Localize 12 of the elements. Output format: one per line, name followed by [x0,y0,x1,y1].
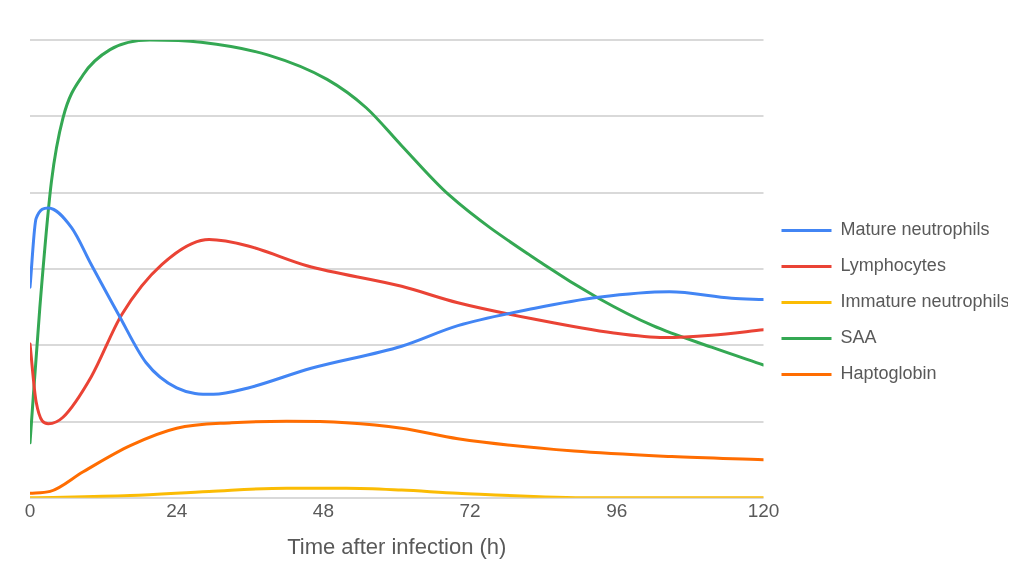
legend-label: SAA [840,327,877,348]
x-tick-label: 48 [312,500,334,522]
x-axis-title: Time after infection (h) [287,533,507,559]
x-tick-label: 0 [24,500,36,522]
legend-label: Lymphocytes [840,255,946,276]
legend-label: Mature neutrophils [840,219,990,240]
x-tick-label: 120 [747,500,780,522]
legend-label: Immature neutrophils [840,291,1010,312]
x-tick-label: 72 [459,500,481,522]
x-tick-label: 24 [166,500,188,522]
x-tick-label: 96 [606,500,628,522]
legend-label: Haptoglobin [840,363,937,384]
